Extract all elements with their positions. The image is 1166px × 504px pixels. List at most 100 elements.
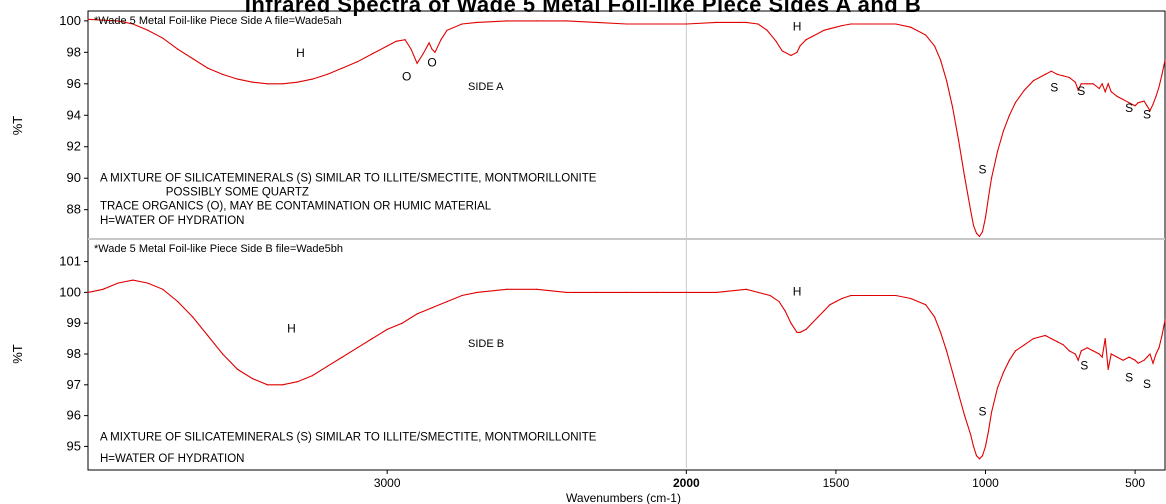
spectrum-point [745,288,747,290]
spectrum-point [1101,356,1103,358]
spectrum-point [940,331,942,333]
spectrum-point [1104,91,1106,93]
spectrum-point [1158,347,1160,349]
note-text: A MIXTURE OF SILICATEMINERALS (S) SIMILA… [100,172,597,184]
spectrum-point [1062,75,1064,77]
spectrum-point [1122,359,1124,361]
spectrum-point [799,45,801,47]
spectrum-point [775,40,777,42]
spectrum-point [910,297,912,300]
spectrum-point [1107,83,1109,85]
spectrum-point [326,73,328,75]
spectrum-point [1074,81,1076,83]
spectrum-point [222,73,224,75]
spectrum-point [461,23,463,25]
spectrum-point [981,455,984,457]
spectrum-point [1098,353,1100,355]
spectrum-point [1023,89,1025,91]
spectrum-point [796,331,798,333]
spectrum-point [311,375,313,377]
spectrum-point [1101,83,1103,85]
y-tick-label: 95 [67,438,81,453]
spectrum-point [1002,130,1005,132]
peak-annotation: S [1143,107,1151,121]
peak-annotation: S [1080,358,1088,372]
spectrum-point [811,322,813,324]
spectrum-point [132,23,134,25]
spectrum-point [1104,338,1106,340]
spectrum-point [1152,362,1154,364]
spectrum-point [745,21,747,23]
spectrum-point [162,37,164,39]
note-text: H=WATER OF HYDRATION [100,453,245,465]
spectrum-point [987,430,990,432]
spectrum-point [1143,100,1145,102]
spectrum-point [192,58,194,60]
spectrum-point [476,291,478,293]
peak-annotation: S [979,162,987,176]
spectrum-point [865,23,867,25]
spectrum-point [1149,353,1151,355]
spectrum-point [969,209,972,211]
spectrum-point [434,51,436,53]
peak-annotation: H [793,284,802,298]
spectrum-point [975,232,978,234]
spectrum-point [1077,89,1079,91]
spectrum-point [805,39,807,41]
spectrum-point [996,150,999,153]
spectrum-point [958,139,960,141]
spectrum-point [835,301,837,303]
y-tick-label: 92 [67,139,81,154]
spectrum-point [757,291,759,293]
spectrum-point [975,455,978,457]
spectrum-point [237,368,239,370]
spectrum-point [431,48,433,50]
spectrum-point [461,294,463,297]
spectrum-point [326,365,328,367]
spectrum-point [1008,114,1011,116]
spectrum-point [177,48,179,50]
spectrum-point [940,59,942,61]
spectrum-point [566,20,568,22]
spectrum-point [1158,86,1160,88]
spectrum-point [946,80,948,82]
spectrum-point [990,177,993,179]
spectrum-point [1044,334,1046,337]
spectrum-point [1080,83,1082,85]
spectrum-point [1155,95,1157,97]
spectrum-point [251,378,254,380]
spectrum-point [1116,95,1118,97]
spectrum-point [147,282,149,284]
spectrum-point [1092,350,1094,352]
spectrum-point [766,29,768,31]
y-axis-label: %T [10,116,25,136]
spectrum-point [207,67,209,69]
peak-annotation: S [1125,101,1133,115]
spectrum-point [117,20,119,22]
spectrum-point [596,291,598,293]
spectrum-point [476,21,478,23]
spectrum-point [1155,353,1157,355]
peak-annotation: O [427,55,436,69]
spectrum-point [192,316,194,318]
spectrum-point [984,445,987,447]
spectrum-point [1098,87,1100,90]
plot-frame [87,10,1166,471]
spectrum-point [1077,359,1079,361]
spectrum-point [925,34,927,36]
spectrum-point [1044,73,1046,75]
x-tick-label: 2000 [673,476,700,490]
spectrum-point [536,20,538,22]
spectrum-point [440,39,442,41]
panel-bottom: 101 100 99 98 97 96 95 %T *Wade 5 Metal Foil-lik… [10,240,1166,504]
y-tick-label: 101 [59,254,81,269]
spectrum-point [341,67,343,69]
spectrum-point [207,334,209,337]
spectrum-point [386,45,388,47]
y-tick-label: 98 [67,44,81,59]
spectrum-point [655,291,658,293]
spectrum-point [925,304,927,306]
x-tick-label: 3000 [374,476,401,490]
spectrum-point [850,23,852,25]
